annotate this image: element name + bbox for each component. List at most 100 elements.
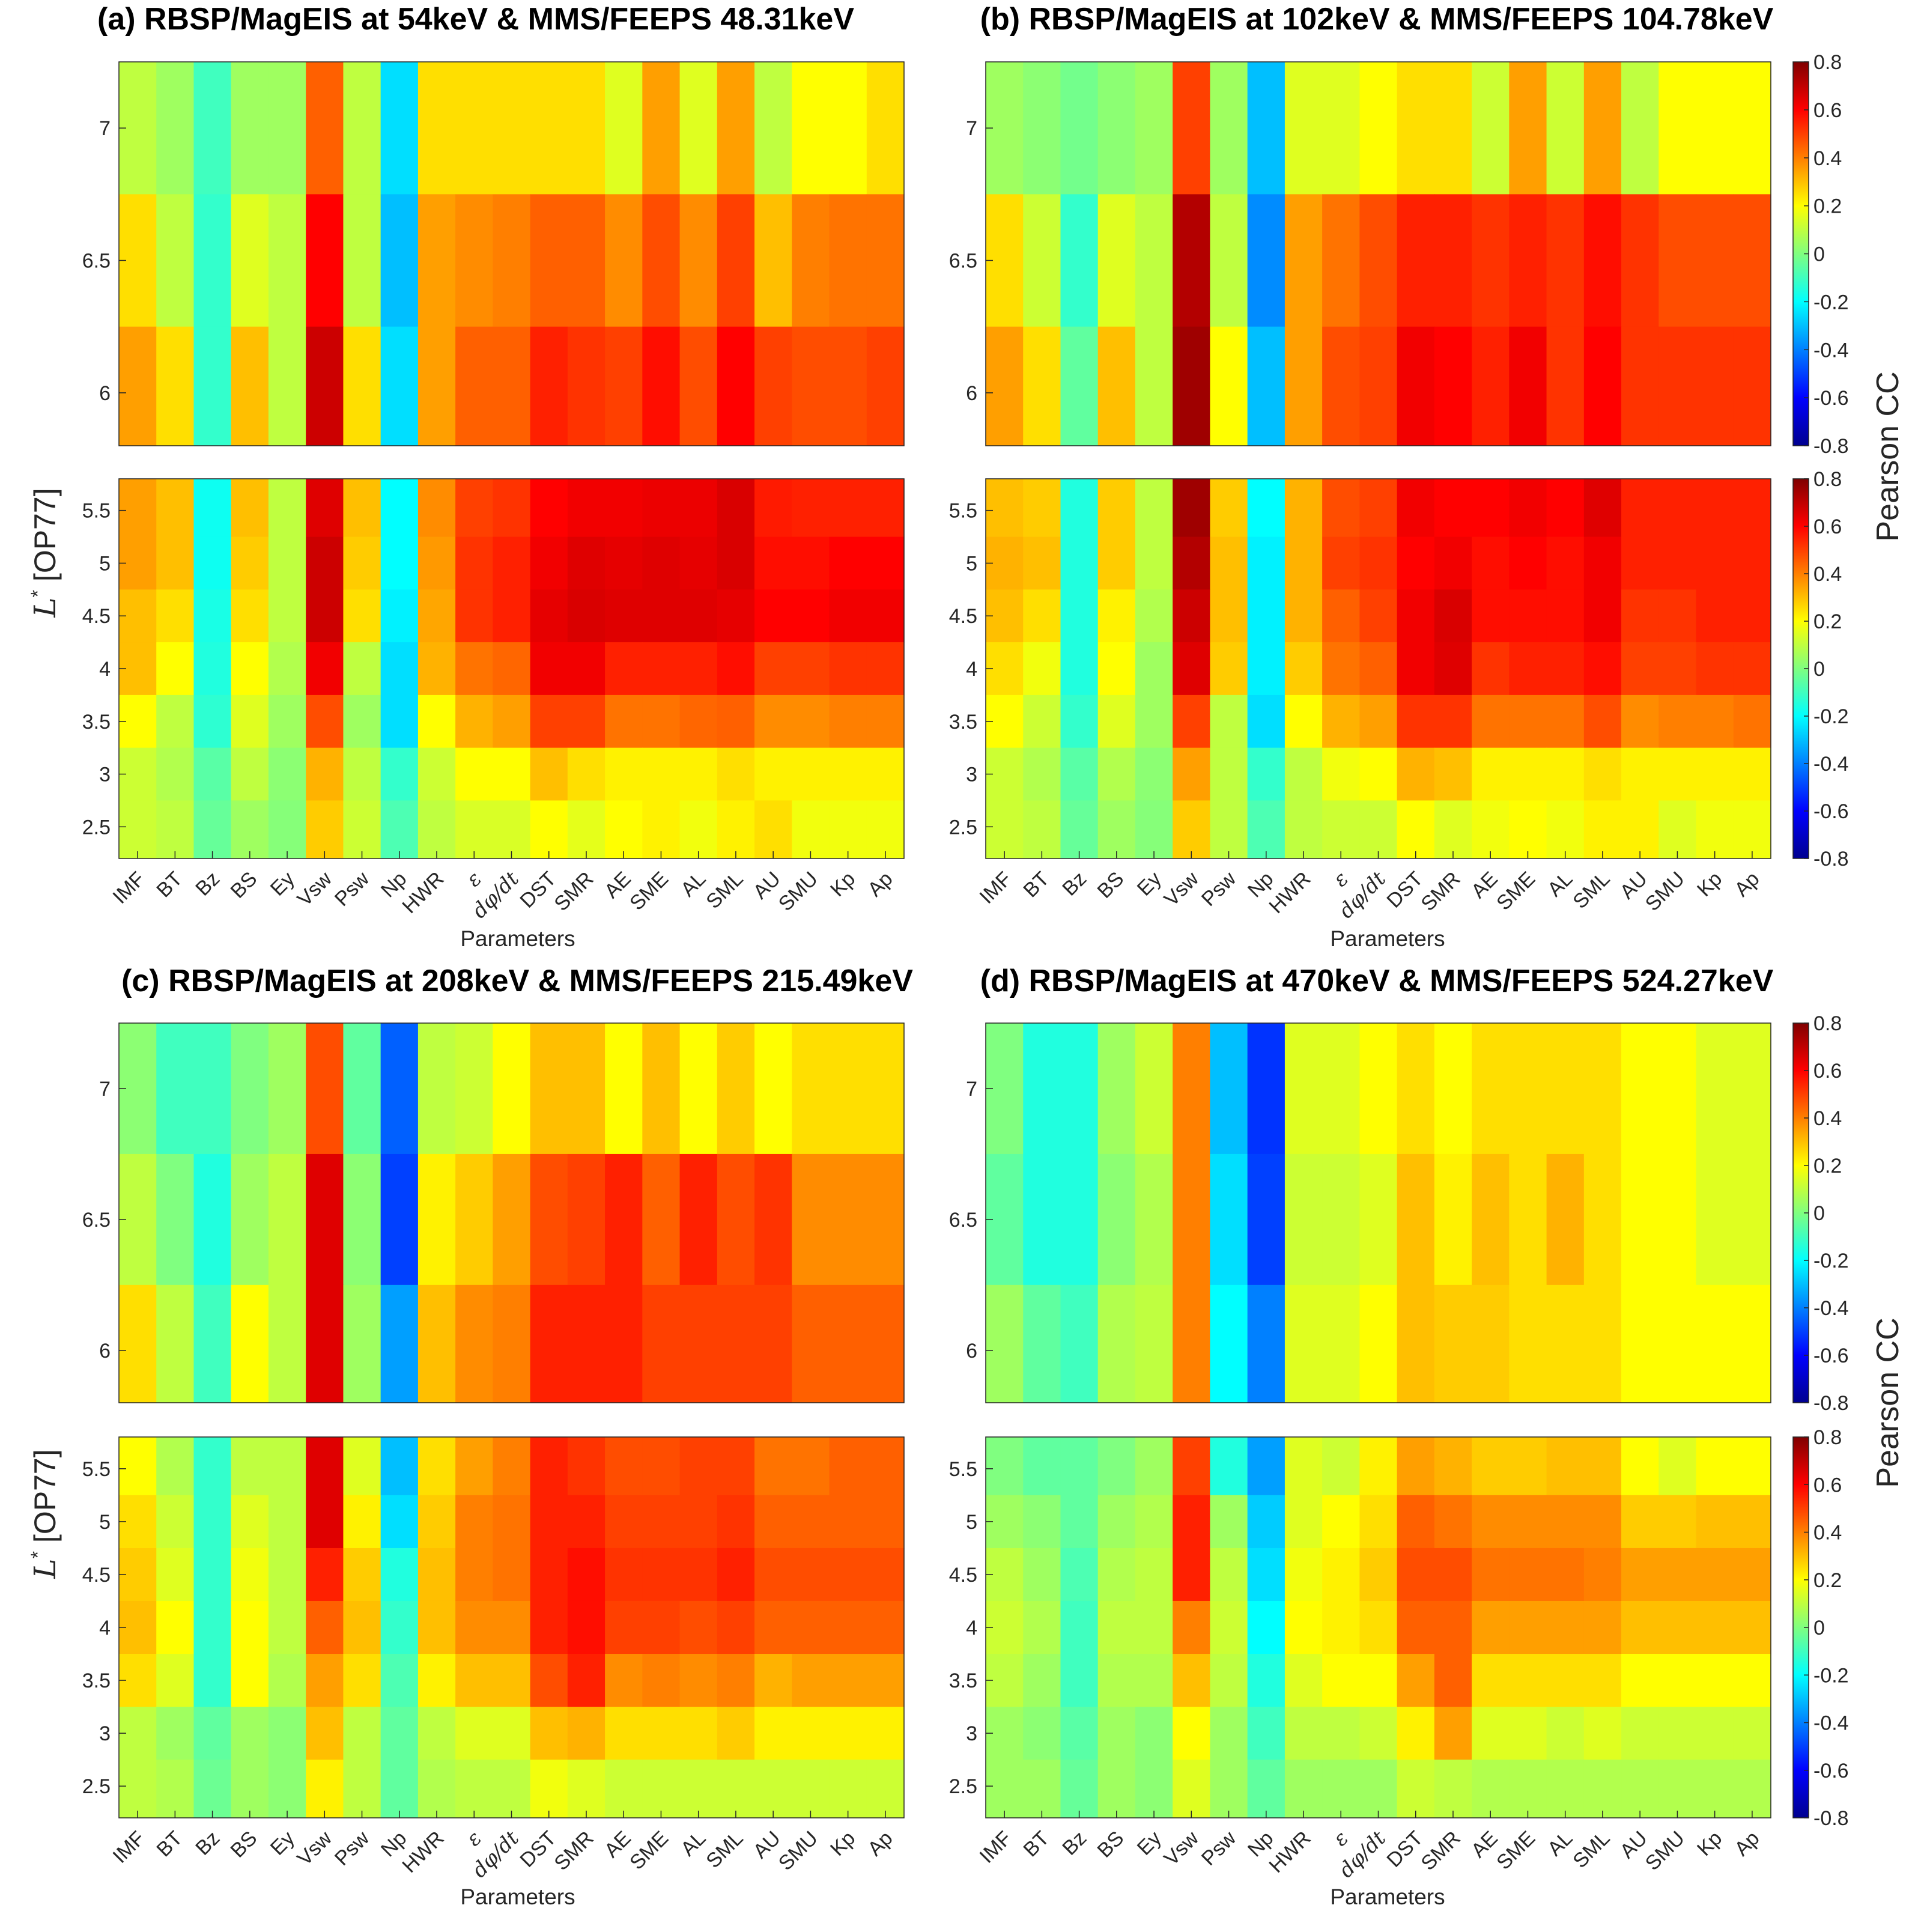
x-tick-label: BS — [1093, 867, 1129, 903]
heatmap-cell — [1247, 479, 1285, 538]
heatmap-cell — [642, 1548, 681, 1602]
heatmap-cell — [1733, 1284, 1771, 1403]
heatmap-cell — [1583, 1495, 1622, 1549]
heatmap-cell — [754, 1548, 792, 1602]
x-tick-label: Psw — [1197, 1826, 1241, 1870]
heatmap-cell — [268, 1437, 306, 1496]
heatmap-cell — [642, 747, 681, 801]
heatmap-cell — [1696, 1600, 1734, 1654]
heatmap-cell — [1397, 747, 1435, 801]
heatmap-cell — [417, 1600, 456, 1654]
heatmap-cell — [231, 536, 269, 590]
heatmap-cell — [792, 1760, 830, 1818]
heatmap-cell — [1509, 800, 1547, 859]
heatmap-cell — [1284, 1760, 1323, 1818]
heatmap-cell — [1546, 1760, 1585, 1818]
heatmap-cell — [417, 62, 456, 195]
heatmap-cell — [1173, 1284, 1211, 1403]
y-tick-label: 3.5 — [82, 711, 111, 734]
heatmap-cell — [1509, 1654, 1547, 1707]
x-axis-label: Parameters — [1330, 1885, 1445, 1909]
heatmap-cell — [1359, 747, 1398, 801]
heatmap-cell — [1733, 194, 1771, 327]
heatmap-cell — [1135, 1707, 1173, 1760]
heatmap-cell — [679, 479, 718, 538]
heatmap-cell — [268, 1600, 306, 1654]
heatmap-cell — [231, 642, 269, 696]
heatmap-cell — [1284, 1600, 1323, 1654]
heatmap-cell — [268, 642, 306, 696]
heatmap-cell — [380, 62, 419, 195]
heatmap-cell — [1472, 62, 1510, 195]
heatmap-cell — [1658, 800, 1697, 859]
heatmap-cell — [1060, 194, 1099, 327]
heatmap-cell — [792, 642, 830, 696]
y-tick-label: 6 — [966, 1340, 977, 1362]
x-tick-label: Bz — [191, 867, 224, 901]
heatmap-cell — [455, 800, 493, 859]
heatmap-cell — [530, 1760, 568, 1818]
heatmap-cell — [1472, 1437, 1510, 1496]
heatmap-cell — [306, 62, 344, 195]
y-axis-label-bottom: L* [OP77] — [27, 1449, 62, 1579]
heatmap-cell — [1247, 1654, 1285, 1707]
heatmap-cell — [1472, 1023, 1510, 1155]
heatmap-cell — [1135, 1023, 1173, 1155]
heatmap-cell — [1621, 1153, 1659, 1286]
heatmap-cell — [567, 589, 605, 643]
heatmap-cell — [1322, 1654, 1360, 1707]
heatmap-cell — [193, 1654, 232, 1707]
y-tick-label: 6 — [966, 382, 977, 405]
heatmap-cell — [1173, 536, 1211, 590]
heatmap-cell — [754, 747, 792, 801]
heatmap-cell — [1509, 1437, 1547, 1496]
heatmap-cell — [306, 1654, 344, 1707]
heatmap-cell — [792, 1707, 830, 1760]
heatmap-cell — [1135, 1495, 1173, 1549]
colorbar-tick-label: -0.8 — [1813, 848, 1849, 870]
x-tick-label: SML — [702, 867, 747, 913]
heatmap-cell — [455, 326, 493, 446]
heatmap-cell — [380, 747, 419, 801]
heatmap-cell — [1509, 194, 1547, 327]
x-tick-label: DST — [515, 867, 560, 913]
heatmap-cell — [1135, 1284, 1173, 1403]
heatmap-cell — [1509, 1284, 1547, 1403]
heatmap-cell — [1284, 536, 1323, 590]
heatmap-cell — [156, 536, 195, 590]
x-tick-label: Psw — [330, 867, 374, 911]
heatmap-cell — [1472, 1548, 1510, 1602]
x-tick-label: SMR — [1416, 867, 1464, 916]
heatmap-cell — [156, 589, 195, 643]
heatmap-cell — [1472, 1284, 1510, 1403]
heatmap-cell — [343, 1023, 381, 1155]
heatmap-cell — [1023, 800, 1061, 859]
heatmap-cell — [1359, 194, 1398, 327]
heatmap-cell — [1696, 642, 1734, 696]
heatmap-cell — [1359, 326, 1398, 446]
y-tick-label: 5 — [966, 1511, 977, 1534]
x-tick-label: SMU — [1641, 1827, 1689, 1875]
heatmap-cell — [679, 1153, 718, 1286]
heatmap-cell — [567, 800, 605, 859]
heatmap-cell — [530, 1153, 568, 1286]
heatmap-cell — [1434, 479, 1472, 538]
y-tick-label: 4 — [966, 1617, 977, 1639]
colorbar-tick-label: -0.2 — [1813, 291, 1849, 314]
heatmap-cell — [1135, 194, 1173, 327]
axes-frame — [118, 61, 905, 446]
heatmap-cell — [1284, 1153, 1323, 1286]
heatmap-cell — [679, 1760, 718, 1818]
heatmap-cell — [1210, 800, 1248, 859]
heatmap-cell — [642, 1707, 681, 1760]
x-tick-label: BT — [152, 867, 187, 902]
heatmap-cell — [1397, 479, 1435, 538]
heatmap-cell — [1173, 326, 1211, 446]
heatmap-cell — [717, 642, 755, 696]
heatmap-cell — [1060, 1654, 1099, 1707]
heatmap-cell — [792, 1654, 830, 1707]
heatmap-cell — [1060, 694, 1099, 749]
heatmap-cell — [268, 1548, 306, 1602]
heatmap-cell — [231, 694, 269, 749]
x-tick-label: HWR — [398, 867, 448, 918]
